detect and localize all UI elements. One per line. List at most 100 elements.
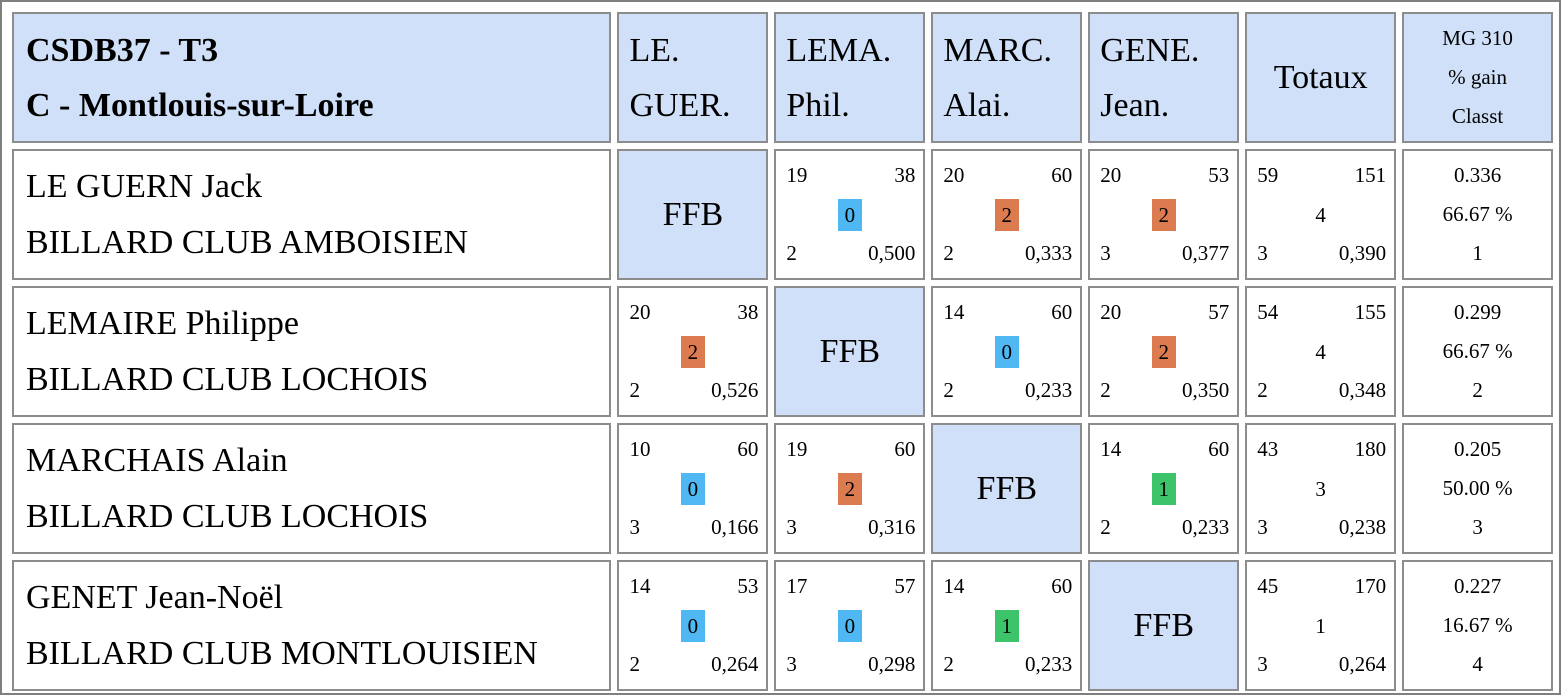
header-row: CSDB37 - T3 C - Montlouis-sur-Loire LE. … [12,12,1553,143]
match-score: 20 53 3 0,377 2 [1090,151,1237,278]
match-cell: 19 60 3 0,316 2 [774,423,926,554]
player-cell: LE GUERN Jack BILLARD CLUB AMBOISIEN [12,149,612,280]
stats-cell: 0.336 66.67 % 1 [1402,149,1553,280]
best-series: 2 [943,378,954,402]
points-scored: 19 [786,437,808,461]
best-series: 2 [1100,378,1111,402]
match-score: 19 60 3 0,316 2 [776,425,923,552]
column-header-totals: Totaux [1245,12,1397,143]
innings: 60 [1208,437,1230,461]
match-cell: 14 60 2 0,233 0 [931,286,1083,417]
match-points-badge: 0 [680,472,705,505]
match-cell: 14 53 2 0,264 0 [617,560,769,691]
player-name: LE GUERN Jack [26,167,263,205]
match-score: 10 60 3 0,166 0 [619,425,766,552]
best-series: 2 [943,652,954,676]
total-best-series: 3 [1257,515,1268,539]
points-scored: 14 [629,574,651,598]
total-best-series: 2 [1257,378,1268,402]
average: 0,526 [711,378,759,402]
points-scored: 14 [943,300,965,324]
match-score: 17 57 3 0,298 0 [776,562,923,689]
total-match-points: 4 [1315,202,1326,227]
total-average: 0,348 [1338,378,1387,402]
title-line2: C - Montlouis-sur-Loire [26,86,374,124]
total-points: 45 [1257,574,1279,598]
average: 0,500 [868,241,916,265]
points-scored: 20 [1100,300,1122,324]
match-points-wrap: 2 [933,198,1080,231]
mg-label: MG 310 [1442,26,1513,50]
points-scored: 20 [629,300,651,324]
match-points-badge: 1 [1151,472,1176,505]
innings: 60 [1051,163,1073,187]
player-club: BILLARD CLUB AMBOISIEN [26,223,469,261]
stats-cell: 0.299 66.67 % 2 [1402,286,1553,417]
match-points-badge: 2 [1151,335,1176,368]
player-cell: LEMAIRE Philippe BILLARD CLUB LOCHOIS [12,286,612,417]
total-innings: 180 [1354,437,1387,461]
totals-score: 43 180 3 0,238 3 [1247,425,1394,552]
innings: 53 [1208,163,1230,187]
best-series: 3 [1100,241,1111,265]
player-name: GENET Jean-Noël [26,578,284,616]
column-header-line2: GUER. [629,86,731,124]
average: 0,233 [1181,515,1230,539]
total-match-points: 1 [1315,613,1326,638]
average: 0,298 [868,652,916,676]
column-header-line2: Alai. [943,86,1011,124]
match-score: 14 53 2 0,264 0 [619,562,766,689]
column-header-line1: GENE. [1100,31,1200,69]
player-cell: GENET Jean-Noël BILLARD CLUB MONTLOUISIEN [12,560,612,691]
gain-percent: 50.00 % [1442,476,1513,500]
match-cell: 19 38 2 0,500 0 [774,149,926,280]
player-row: MARCHAIS Alain BILLARD CLUB LOCHOIS 10 60 3 0… [12,423,1553,554]
innings: 38 [894,163,916,187]
match-cell: 20 38 2 0,526 2 [617,286,769,417]
match-cell: 14 60 2 0,233 1 [1088,423,1240,554]
match-cell: 20 57 2 0,350 2 [1088,286,1240,417]
points-scored: 20 [1100,163,1122,187]
points-scored: 14 [943,574,965,598]
player-row: GENET Jean-Noël BILLARD CLUB MONTLOUISIEN… [12,560,1553,691]
total-innings: 155 [1354,300,1387,324]
match-points-badge: 2 [994,198,1019,231]
innings: 60 [1051,300,1073,324]
mg-value: 0.205 [1453,437,1502,461]
column-header-stats: MG 310 % gain Classt [1402,12,1553,143]
match-points-wrap: 2 [1090,198,1237,231]
innings: 60 [1051,574,1073,598]
total-best-series: 3 [1257,652,1268,676]
total-match-points-wrap: 1 [1247,610,1394,642]
match-cell: 10 60 3 0,166 0 [617,423,769,554]
match-points-wrap: 2 [619,335,766,368]
column-header-line1: MARC. [943,31,1052,69]
best-series: 2 [629,652,640,676]
average: 0,316 [868,515,916,539]
match-points-badge: 0 [837,198,862,231]
total-match-points: 4 [1315,339,1326,364]
total-innings: 170 [1354,574,1387,598]
ffb-cell: FFB [1088,560,1240,691]
total-average: 0,238 [1338,515,1387,539]
best-series: 3 [786,652,797,676]
total-innings: 151 [1354,163,1387,187]
match-points-badge: 2 [1151,198,1176,231]
total-match-points-wrap: 4 [1247,336,1394,368]
stats-cell: 0.205 50.00 % 3 [1402,423,1553,554]
gain-percent: 66.67 % [1442,339,1513,363]
innings: 53 [737,574,759,598]
match-score: 20 57 2 0,350 2 [1090,288,1237,415]
column-header-line2: Jean. [1100,86,1170,124]
match-cell: 17 57 3 0,298 0 [774,560,926,691]
innings: 38 [737,300,759,324]
rank-value: 2 [1472,378,1483,402]
best-series: 2 [1100,515,1111,539]
total-match-points-wrap: 3 [1247,473,1394,505]
average: 0,333 [1025,241,1073,265]
rank-label: Classt [1451,104,1504,128]
column-header-opponent-2: LEMA. Phil. [774,12,926,143]
innings: 57 [1208,300,1230,324]
average: 0,350 [1181,378,1230,402]
match-points-wrap: 0 [619,609,766,642]
